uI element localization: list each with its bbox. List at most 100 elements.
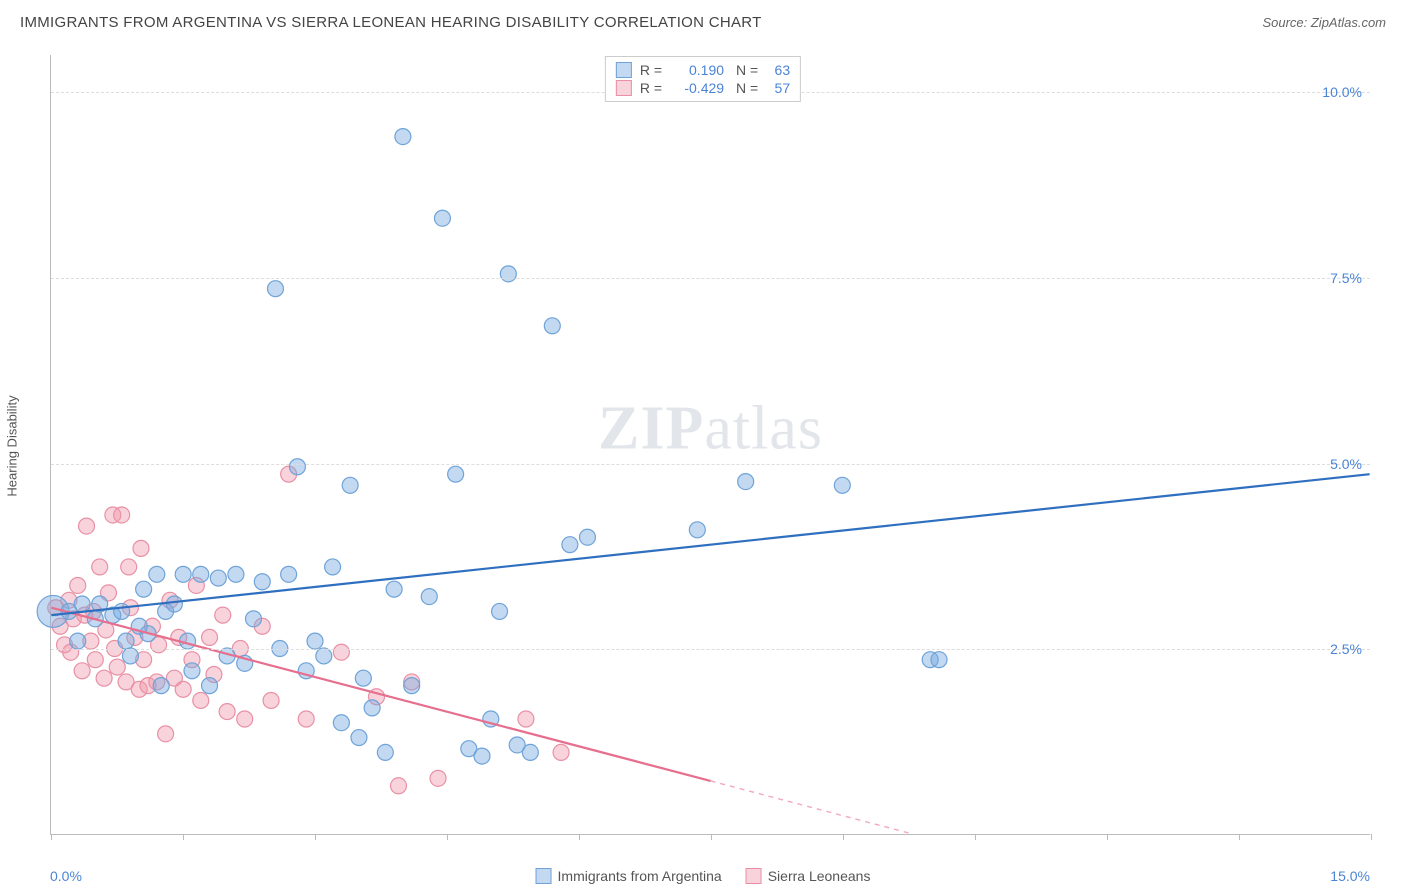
gridline bbox=[51, 649, 1370, 650]
scatter-point-a bbox=[74, 596, 90, 612]
y-axis-label: Hearing Disability bbox=[5, 395, 20, 496]
scatter-point-b bbox=[96, 670, 112, 686]
scatter-point-b bbox=[202, 629, 218, 645]
x-tick-mark bbox=[843, 834, 844, 840]
legend-item-a: Immigrants from Argentina bbox=[536, 868, 722, 884]
scatter-point-a bbox=[281, 566, 297, 582]
scatter-point-b bbox=[518, 711, 534, 727]
scatter-point-a bbox=[492, 603, 508, 619]
scatter-point-a bbox=[738, 474, 754, 490]
scatter-point-a bbox=[404, 678, 420, 694]
gridline bbox=[51, 278, 1370, 279]
scatter-point-a bbox=[931, 652, 947, 668]
scatter-point-b bbox=[74, 663, 90, 679]
x-tick-mark bbox=[183, 834, 184, 840]
scatter-point-a bbox=[118, 633, 134, 649]
scatter-point-a bbox=[210, 570, 226, 586]
scatter-point-a bbox=[342, 477, 358, 493]
scatter-point-a bbox=[325, 559, 341, 575]
scatter-point-a bbox=[184, 663, 200, 679]
swatch-series-a bbox=[536, 868, 552, 884]
scatter-point-a bbox=[166, 596, 182, 612]
scatter-point-a bbox=[153, 678, 169, 694]
scatter-point-a bbox=[149, 566, 165, 582]
chart-title: IMMIGRANTS FROM ARGENTINA VS SIERRA LEON… bbox=[20, 14, 762, 31]
scatter-point-a bbox=[333, 715, 349, 731]
y-tick-label: 2.5% bbox=[1330, 641, 1362, 657]
x-tick-mark bbox=[1239, 834, 1240, 840]
scatter-point-b bbox=[263, 692, 279, 708]
stat-label-r: R = bbox=[640, 80, 662, 96]
stats-row-a: R = 0.190 N = 63 bbox=[616, 61, 790, 79]
trendline-a-solid bbox=[51, 474, 1369, 615]
stat-label-n: N = bbox=[732, 80, 758, 96]
scatter-point-a bbox=[364, 700, 380, 716]
scatter-point-b bbox=[237, 711, 253, 727]
scatter-point-b bbox=[333, 644, 349, 660]
scatter-point-a bbox=[175, 566, 191, 582]
x-tick-mark bbox=[711, 834, 712, 840]
legend-label-a: Immigrants from Argentina bbox=[558, 868, 722, 884]
stat-r-b: -0.429 bbox=[670, 80, 724, 96]
scatter-point-a bbox=[122, 648, 138, 664]
swatch-series-a bbox=[616, 62, 632, 78]
scatter-point-a bbox=[522, 744, 538, 760]
scatter-point-b bbox=[92, 559, 108, 575]
scatter-point-a bbox=[834, 477, 850, 493]
x-tick-mark bbox=[447, 834, 448, 840]
scatter-point-b bbox=[70, 577, 86, 593]
legend-item-b: Sierra Leoneans bbox=[746, 868, 871, 884]
stat-n-a: 63 bbox=[766, 62, 790, 78]
scatter-point-a bbox=[562, 537, 578, 553]
scatter-point-a bbox=[386, 581, 402, 597]
scatter-point-a bbox=[434, 210, 450, 226]
stat-r-a: 0.190 bbox=[670, 62, 724, 78]
stats-legend-box: R = 0.190 N = 63 R = -0.429 N = 57 bbox=[605, 56, 801, 102]
stat-label-n: N = bbox=[732, 62, 758, 78]
x-tick-mark bbox=[579, 834, 580, 840]
scatter-point-b bbox=[158, 726, 174, 742]
scatter-point-a bbox=[193, 566, 209, 582]
scatter-point-b bbox=[133, 540, 149, 556]
scatter-point-b bbox=[430, 770, 446, 786]
scatter-point-b bbox=[391, 778, 407, 794]
scatter-point-b bbox=[114, 507, 130, 523]
scatter-point-a bbox=[355, 670, 371, 686]
scatter-point-a bbox=[395, 129, 411, 145]
scatter-point-b bbox=[298, 711, 314, 727]
stat-label-r: R = bbox=[640, 62, 662, 78]
x-axis-min-label: 0.0% bbox=[50, 868, 82, 884]
scatter-point-a bbox=[289, 459, 305, 475]
scatter-point-b bbox=[219, 704, 235, 720]
stat-n-b: 57 bbox=[766, 80, 790, 96]
source-label: Source: ZipAtlas.com bbox=[1262, 15, 1386, 30]
swatch-series-b bbox=[746, 868, 762, 884]
y-tick-label: 10.0% bbox=[1322, 84, 1362, 100]
x-tick-mark bbox=[1371, 834, 1372, 840]
legend-label-b: Sierra Leoneans bbox=[768, 868, 871, 884]
scatter-point-a bbox=[245, 611, 261, 627]
scatter-point-a bbox=[307, 633, 323, 649]
scatter-point-b bbox=[109, 659, 125, 675]
plot-area: ZIPatlas 2.5%5.0%7.5%10.0% bbox=[50, 55, 1370, 835]
scatter-point-b bbox=[87, 652, 103, 668]
scatter-point-a bbox=[579, 529, 595, 545]
scatter-point-b bbox=[79, 518, 95, 534]
scatter-point-a bbox=[351, 730, 367, 746]
y-tick-label: 7.5% bbox=[1330, 270, 1362, 286]
scatter-point-b bbox=[215, 607, 231, 623]
scatter-point-a bbox=[228, 566, 244, 582]
scatter-point-a bbox=[421, 589, 437, 605]
x-tick-mark bbox=[1107, 834, 1108, 840]
trendline-b-dashed bbox=[711, 781, 913, 834]
y-tick-label: 5.0% bbox=[1330, 456, 1362, 472]
scatter-point-a bbox=[544, 318, 560, 334]
x-axis-max-label: 15.0% bbox=[1330, 868, 1370, 884]
scatter-point-a bbox=[267, 281, 283, 297]
scatter-point-b bbox=[175, 681, 191, 697]
scatter-point-b bbox=[121, 559, 137, 575]
scatter-point-a bbox=[136, 581, 152, 597]
x-tick-mark bbox=[51, 834, 52, 840]
swatch-series-b bbox=[616, 80, 632, 96]
scatter-point-a bbox=[114, 603, 130, 619]
